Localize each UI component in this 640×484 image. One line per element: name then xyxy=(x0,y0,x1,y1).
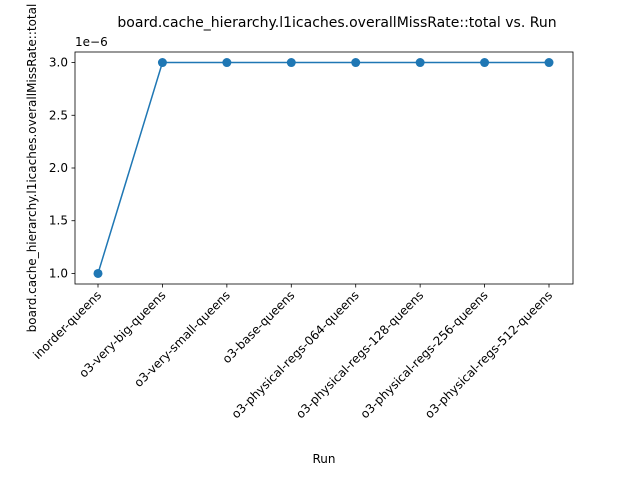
data-markers xyxy=(93,58,554,278)
data-point xyxy=(544,58,554,68)
x-axis-label: Run xyxy=(312,452,335,466)
y-tick-label: 1.0 xyxy=(49,266,68,280)
chart-title: board.cache_hierarchy.l1icaches.overallM… xyxy=(117,15,556,31)
y-axis-label: board.cache_hierarchy.l1icaches.overallM… xyxy=(25,4,39,333)
data-point xyxy=(93,268,103,278)
y-tick-label: 1.5 xyxy=(49,214,68,228)
data-point xyxy=(480,58,490,68)
y-tick-label: 2.0 xyxy=(49,161,68,175)
plot-frame xyxy=(74,51,574,285)
y-axis-ticks: 1.0 1.5 2.0 2.5 3.0 xyxy=(49,56,75,280)
data-point xyxy=(222,58,232,68)
y-tick-label: 3.0 xyxy=(49,56,68,70)
data-point xyxy=(351,58,361,68)
data-point xyxy=(415,58,425,68)
data-point xyxy=(286,58,296,68)
y-axis-offset-label: 1e−6 xyxy=(75,35,108,49)
data-point xyxy=(157,58,167,68)
series-line xyxy=(97,61,549,274)
y-tick-label: 2.5 xyxy=(49,108,68,122)
